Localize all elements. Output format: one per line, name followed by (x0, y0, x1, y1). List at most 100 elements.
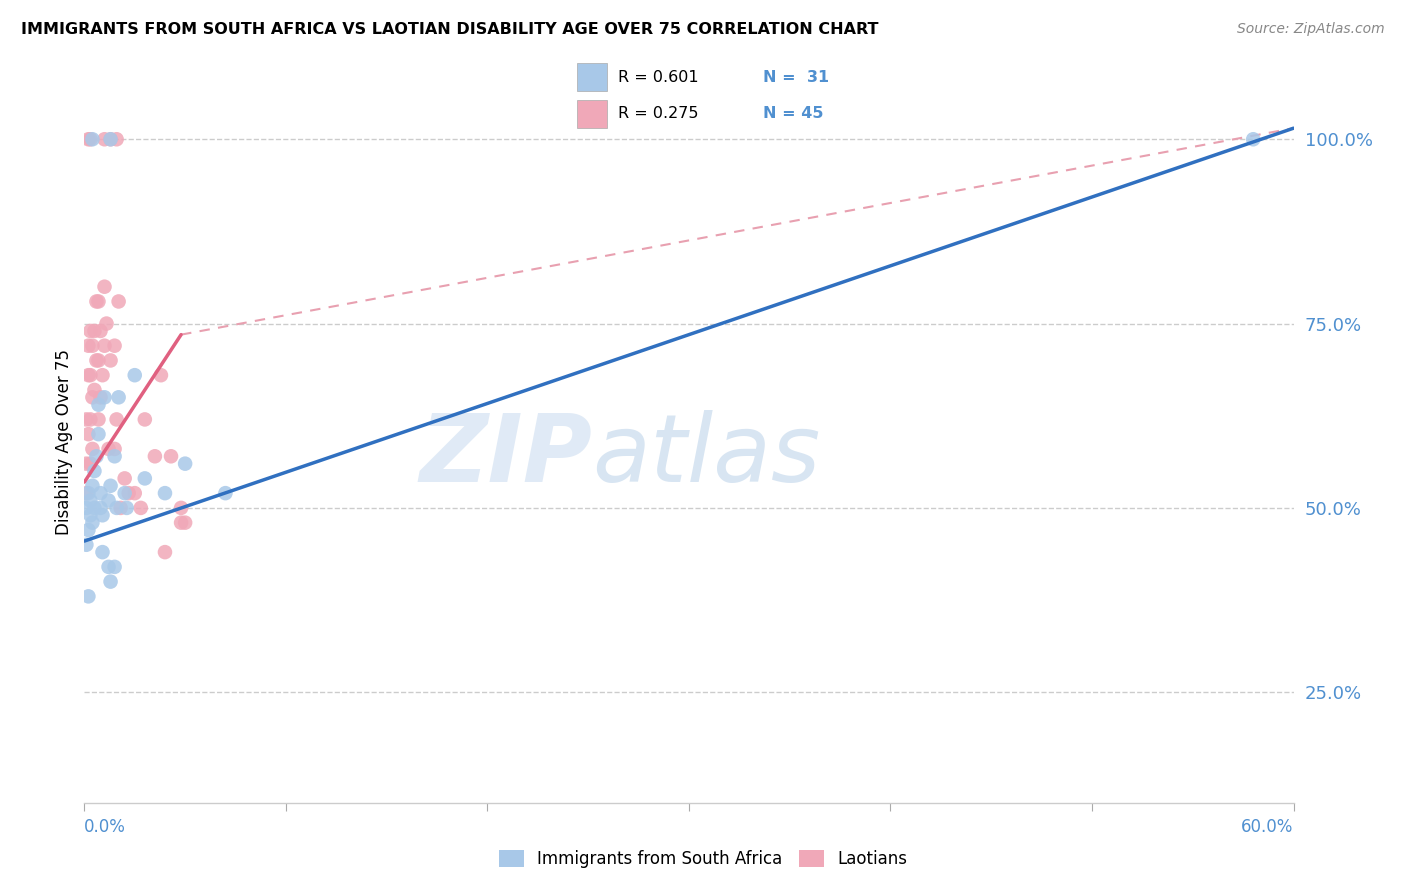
Point (118, 486, 141, 500)
Point (86, 353, 108, 368)
Point (87, 412, 110, 426)
Point (93, 279, 115, 293)
Point (89, 390, 111, 404)
Text: 0.0%: 0.0% (84, 818, 127, 836)
Point (104, 450, 127, 464)
Point (89, 486, 111, 500)
FancyBboxPatch shape (576, 100, 607, 128)
Point (153, 486, 176, 500)
Point (82, 442, 104, 456)
Point (79, 508, 101, 523)
Point (105, 132, 128, 146)
Point (87, 353, 110, 368)
Point (82, 390, 104, 404)
Point (170, 500, 193, 515)
Point (160, 450, 183, 464)
Point (104, 442, 127, 456)
Point (129, 500, 152, 515)
Point (105, 500, 128, 515)
Point (75, 457, 97, 471)
Point (96, 317, 118, 331)
Text: Source: ZipAtlas.com: Source: ZipAtlas.com (1237, 22, 1385, 37)
Point (82, 479, 104, 493)
Point (153, 545, 176, 559)
Text: 60.0%: 60.0% (1241, 818, 1294, 836)
Point (82, 516, 104, 530)
Point (77, 132, 100, 146)
Point (93, 339, 115, 353)
Point (77, 523, 100, 537)
Point (86, 294, 108, 309)
Point (107, 294, 129, 309)
Y-axis label: Disability Age Over 75: Disability Age Over 75 (55, 349, 73, 534)
Point (83, 500, 105, 515)
Point (107, 390, 129, 404)
Point (149, 368, 172, 383)
Point (75, 538, 97, 552)
Text: ZIP: ZIP (419, 410, 592, 502)
Point (134, 412, 156, 426)
Point (79, 324, 101, 338)
Point (100, 132, 122, 146)
Point (93, 390, 115, 404)
Point (97, 560, 120, 574)
Point (91, 508, 114, 523)
Point (100, 132, 122, 146)
Point (79, 368, 101, 383)
Point (115, 500, 138, 515)
Text: atlas: atlas (592, 410, 821, 501)
Point (77, 339, 100, 353)
Point (174, 516, 197, 530)
Point (97, 442, 120, 456)
Point (77, 427, 100, 442)
Point (105, 412, 128, 426)
Point (77, 368, 100, 383)
Point (100, 574, 122, 589)
Point (100, 479, 122, 493)
Point (79, 493, 101, 508)
Point (79, 132, 101, 146)
Point (75, 486, 97, 500)
Point (87, 427, 110, 442)
Point (86, 450, 108, 464)
Text: IMMIGRANTS FROM SOUTH AFRICA VS LAOTIAN DISABILITY AGE OVER 75 CORRELATION CHART: IMMIGRANTS FROM SOUTH AFRICA VS LAOTIAN … (21, 22, 879, 37)
Text: R = 0.601: R = 0.601 (617, 70, 699, 85)
Point (83, 324, 105, 338)
Point (91, 368, 114, 383)
Point (79, 457, 101, 471)
Point (143, 450, 166, 464)
Point (79, 412, 101, 426)
Point (93, 132, 115, 146)
Text: N =  31: N = 31 (763, 70, 830, 85)
Point (89, 500, 111, 515)
Point (77, 486, 100, 500)
Point (75, 412, 97, 426)
Point (100, 353, 122, 368)
Point (97, 493, 120, 508)
Point (83, 383, 105, 397)
Point (87, 294, 110, 309)
Point (134, 471, 156, 485)
Point (124, 486, 146, 500)
Point (91, 545, 114, 559)
Point (87, 398, 110, 412)
Point (104, 560, 127, 574)
Point (174, 457, 197, 471)
Point (83, 464, 105, 478)
Point (170, 516, 193, 530)
Point (114, 486, 136, 500)
Text: N = 45: N = 45 (763, 106, 824, 121)
FancyBboxPatch shape (576, 63, 607, 91)
Point (124, 368, 146, 383)
Legend: Immigrants from South Africa, Laotians: Immigrants from South Africa, Laotians (492, 843, 914, 875)
Point (114, 471, 136, 485)
Point (77, 590, 100, 604)
Point (75, 500, 97, 515)
Point (110, 500, 132, 515)
Point (214, 486, 236, 500)
Point (89, 324, 111, 338)
Text: R = 0.275: R = 0.275 (617, 106, 699, 121)
Point (104, 339, 127, 353)
Point (82, 132, 104, 146)
Point (1241, 132, 1264, 146)
